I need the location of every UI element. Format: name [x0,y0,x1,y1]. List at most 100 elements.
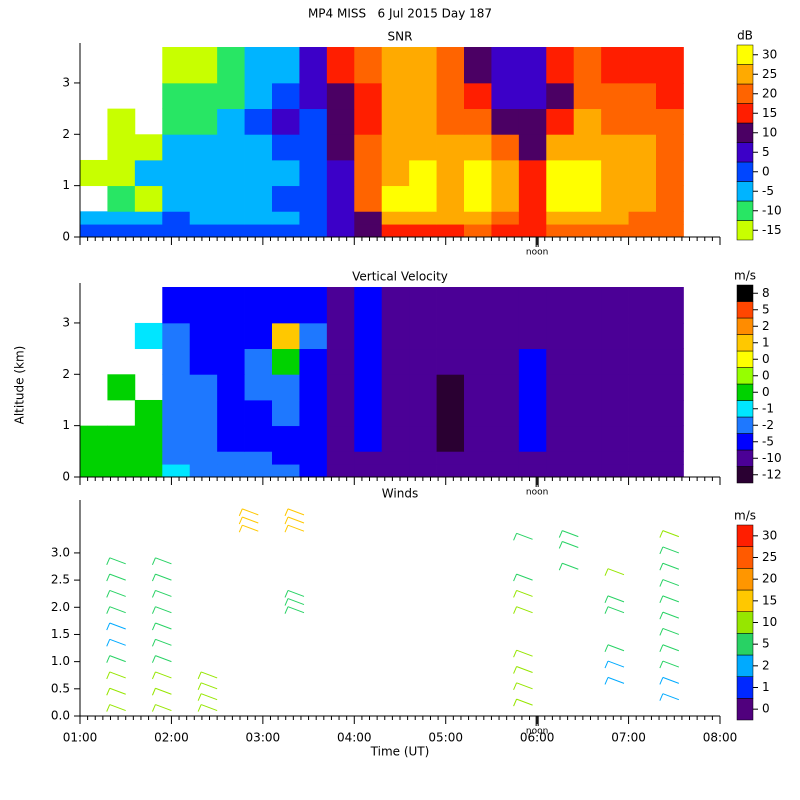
heatmap-cell [436,399,465,427]
wind-barb [513,573,533,582]
wind-barb [284,598,305,606]
heatmap-cell [628,211,657,225]
colorbar-tick-label: 1 [762,335,770,349]
heatmap-cell [464,322,492,350]
heatmap-cell [162,322,191,350]
wind-barb [513,649,533,658]
colorbar-band [736,83,754,104]
heatmap-cell [272,322,300,350]
heatmap-cell [272,211,300,225]
heatmap-cell [326,348,355,375]
heatmap-cell [189,211,218,225]
heatmap-cell [217,425,245,452]
heatmap-cell [436,464,465,478]
heatmap-cell [244,374,273,401]
heatmap-cell [546,224,575,238]
heatmap-cell [189,374,218,401]
wind-barb [151,573,172,582]
colorbar-tick-label: 5 [762,145,770,159]
heatmap-cell [628,134,657,161]
colorbar-band [736,611,754,634]
heatmap-cell [464,47,492,84]
heatmap-cell [134,211,163,225]
heatmap-cell [464,348,492,375]
colorbar-tick-label: 0 [762,368,770,382]
heatmap-cell [162,287,191,324]
y-tick-label: 2 [62,367,70,381]
heatmap-cell [162,348,191,375]
heatmap-cell [272,287,300,324]
colorbar-band [736,367,754,385]
heatmap-cell [464,224,492,238]
wind-barb [659,611,680,620]
heatmap-cell [189,82,218,110]
heatmap-cell [107,425,136,452]
wind-barb [197,704,218,712]
colorbar-tick-label: 5 [762,302,770,316]
heatmap-cell [299,425,328,452]
heatmap-cell [409,425,437,452]
heatmap-cell [628,185,657,212]
heatmap-cell [326,159,355,187]
wind-barb [659,693,680,701]
heatmap-cell [656,322,684,350]
heatmap-cell [601,348,629,375]
heatmap-cell [381,108,410,135]
wind-barb [106,573,126,582]
heatmap-cell [656,287,684,324]
colorbar-tick-label: 15 [762,106,777,120]
heatmap-cell [381,134,410,161]
heatmap-cell [381,224,410,238]
colorbar-band [736,383,754,401]
wind-barb [604,660,625,669]
heatmap-cell [464,464,492,478]
heatmap-cell [573,348,602,375]
heatmap-cell [491,287,520,324]
heatmap-cell [491,224,520,238]
y-tick-label: 1 [62,178,70,192]
wind-barb [604,606,625,614]
heatmap-cell [518,464,547,478]
heatmap-cell [354,425,383,452]
heatmap-cell [491,82,520,110]
colorbar-tick-label: 1 [762,680,770,694]
panel-title: Vertical Velocity [352,270,448,284]
y-tick-label: 1 [62,418,70,432]
heatmap-cell [601,185,629,212]
heatmap-cell [656,399,684,427]
heatmap-cell [491,425,520,452]
heatmap-cell [546,451,575,465]
wind-barb [659,644,680,652]
heatmap-cell [628,287,657,324]
heatmap-cell [601,47,629,84]
heatmap-cell [518,185,547,212]
colorbar-tick-label: 10 [762,615,777,629]
heatmap-cell [162,185,191,212]
heatmap-cell [409,185,437,212]
heatmap-cell [491,134,520,161]
heatmap-cell [162,108,191,135]
heatmap-cell [354,374,383,401]
heatmap-cell [244,211,273,225]
wind-barb [659,562,680,571]
colorbar-tick-label: 2 [762,658,770,672]
heatmap-cell [217,374,245,401]
panel-title: Winds [382,487,418,501]
heatmap-cell [189,399,218,427]
wind-barb [151,622,172,631]
heatmap-cell [107,185,136,212]
heatmap-cell [436,185,465,212]
heatmap-cell [354,159,383,187]
heatmap-cell [546,374,575,401]
heatmap-cell [573,159,602,187]
heatmap-cell [518,322,547,350]
heatmap-cell [217,82,245,110]
heatmap-cell [464,134,492,161]
heatmap-cell [436,224,465,238]
wind-barb [106,638,126,647]
wind-barb [151,606,172,614]
y-tick-label: 3 [62,315,70,329]
colorbar-band [736,676,754,699]
colorbar-band [736,546,754,569]
heatmap-cell [491,374,520,401]
